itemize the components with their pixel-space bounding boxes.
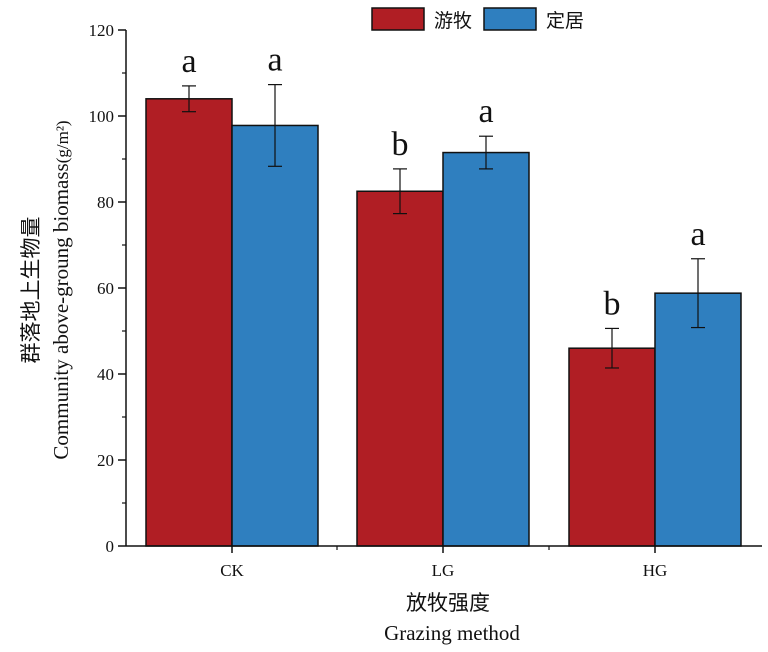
bar-ck-s1: [145, 98, 233, 547]
y-tick-label: 20: [97, 451, 114, 470]
bar-hg-s2: [654, 292, 742, 547]
y-tick-label: 60: [97, 279, 114, 298]
significance-label: a: [690, 216, 705, 253]
y-tick-label: 40: [97, 365, 114, 384]
significance-label: b: [604, 285, 621, 322]
legend-label: 游牧: [434, 10, 472, 32]
legend-label: 定居: [546, 10, 584, 32]
error-bar: [605, 327, 619, 369]
bar-ck-s2: [231, 124, 319, 547]
y-axis-title-cn: 群落地上生物量: [19, 217, 43, 364]
bars-group: a b b a a a: [145, 42, 742, 547]
bar-hg-s1: [568, 347, 656, 547]
legend-item: 游牧: [371, 7, 472, 32]
legend: 游牧 定居: [371, 7, 584, 32]
significance-label: b: [392, 126, 409, 163]
y-tick-label: 120: [89, 21, 115, 40]
y-axis-title-en-main: Community above-groung biomass: [49, 163, 73, 459]
error-bar: [479, 135, 493, 170]
error-bar: [393, 168, 407, 215]
y-tick-label: 80: [97, 193, 114, 212]
error-bar: [268, 84, 282, 167]
error-bar: [182, 85, 196, 113]
y-axis-title-unit: (g/m²): [53, 120, 72, 163]
legend-swatch: [483, 7, 537, 31]
x-tick-label: HG: [643, 561, 668, 580]
significance-label: a: [181, 43, 196, 80]
error-bar: [691, 258, 705, 329]
bar-lg-s2: [442, 151, 530, 547]
significance-label: a: [478, 93, 493, 130]
bar-lg-s1: [356, 190, 444, 547]
axes-group: 0 20 40 60 80 100 120 CK LG HG: [89, 21, 762, 580]
legend-swatch: [371, 7, 425, 31]
x-tick-label: CK: [220, 561, 244, 580]
y-axis-title-en: Community above-groung biomass(g/m²): [49, 120, 73, 459]
x-axis-title-en: Grazing method: [384, 621, 520, 645]
y-tick-label: 100: [89, 107, 115, 126]
y-tick-label: 0: [106, 537, 115, 556]
x-axis-title-cn: 放牧强度: [406, 591, 490, 615]
legend-item: 定居: [483, 7, 584, 32]
x-tick-label: LG: [432, 561, 455, 580]
significance-label: a: [267, 42, 282, 79]
